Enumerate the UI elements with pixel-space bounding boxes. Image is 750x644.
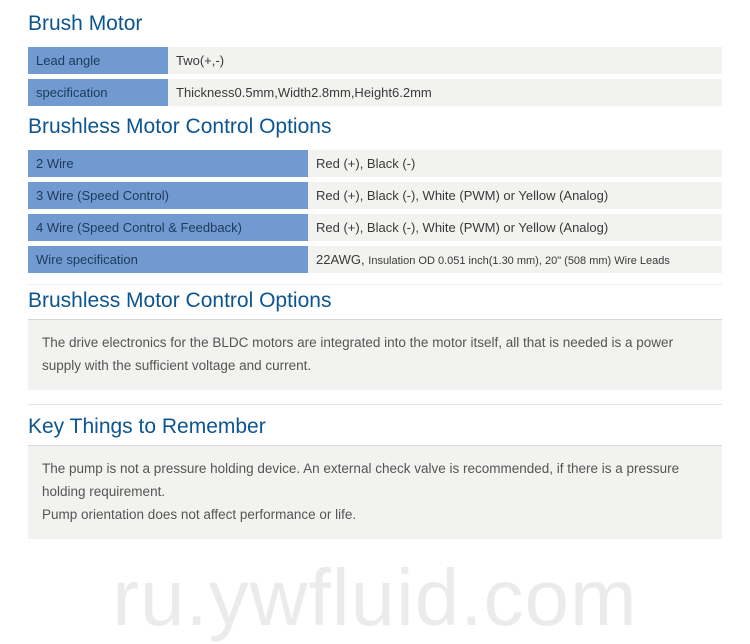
key-things-line1: The pump is not a pressure holding devic… (42, 458, 708, 504)
brush-row1-label: specification (28, 79, 168, 106)
brush-row1-value: Thickness0.5mm,Width2.8mm,Height6.2mm (168, 79, 722, 106)
brush-motor-title: Brush Motor (28, 12, 722, 36)
table-row: Lead angle Two(+,-) (28, 47, 722, 74)
watermark-text: ru.ywfluid.com (112, 552, 637, 644)
brushless-row3-value-head: 22AWG, (316, 252, 368, 267)
key-things-line2: Pump orientation does not affect perform… (42, 504, 708, 527)
brushless-text-title: Brushless Motor Control Options (28, 289, 722, 313)
brushless-row3-value: 22AWG, Insulation OD 0.051 inch(1.30 mm)… (308, 246, 722, 273)
brushless-row1-label: 3 Wire (Speed Control) (28, 182, 308, 209)
brushless-row3-value-tail: Insulation OD 0.051 inch(1.30 mm), 20" (… (368, 255, 670, 267)
brushless-row2-label: 4 Wire (Speed Control & Feedback) (28, 214, 308, 241)
brush-row0-value: Two(+,-) (168, 47, 722, 74)
brushless-row3-label: Wire specification (28, 246, 308, 273)
key-things-body: The pump is not a pressure holding devic… (28, 445, 722, 539)
table-row: Wire specification 22AWG, Insulation OD … (28, 246, 722, 273)
brushless-row2-value: Red (+), Black (-), White (PWM) or Yello… (308, 214, 722, 241)
brushless-options-table: 2 Wire Red (+), Black (-) 3 Wire (Speed … (28, 145, 722, 278)
brushless-text-body: The drive electronics for the BLDC motor… (28, 319, 722, 390)
brushless-row0-label: 2 Wire (28, 150, 308, 177)
divider (28, 284, 722, 285)
brushless-row1-value: Red (+), Black (-), White (PWM) or Yello… (308, 182, 722, 209)
table-row: 2 Wire Red (+), Black (-) (28, 150, 722, 177)
table-row: 3 Wire (Speed Control) Red (+), Black (-… (28, 182, 722, 209)
table-row: 4 Wire (Speed Control & Feedback) Red (+… (28, 214, 722, 241)
brushless-options-title: Brushless Motor Control Options (28, 115, 722, 139)
brush-motor-table: Lead angle Two(+,-) specification Thickn… (28, 42, 722, 111)
table-row: specification Thickness0.5mm,Width2.8mm,… (28, 79, 722, 106)
brush-row0-label: Lead angle (28, 47, 168, 74)
divider (28, 404, 722, 405)
brushless-row0-value: Red (+), Black (-) (308, 150, 722, 177)
key-things-title: Key Things to Remember (28, 415, 722, 439)
